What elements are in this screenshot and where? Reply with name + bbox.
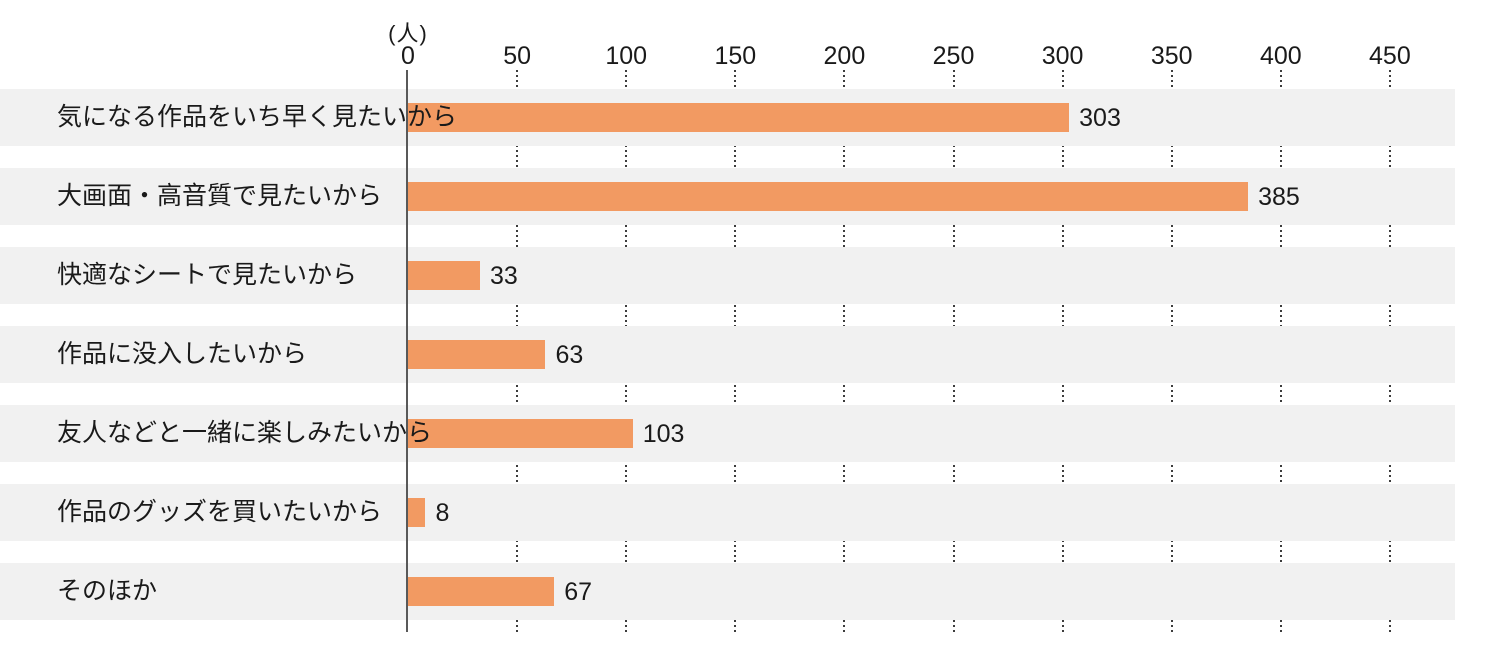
row-stripe (0, 563, 1455, 620)
row-stripe (0, 247, 1455, 304)
value-label: 33 (490, 262, 518, 290)
bar (408, 182, 1249, 211)
row-stripe (0, 326, 1455, 383)
bar (408, 498, 426, 527)
plot-area: 気になる作品をいち早く見たいから 303 大画面・高音質で見たいから 385 快… (0, 70, 1500, 632)
row-stripe (0, 484, 1455, 541)
category-label: 作品に没入したいから (57, 340, 308, 368)
x-tick-label: 150 (714, 42, 757, 70)
x-tick-label: 0 (401, 42, 415, 70)
x-tick-label: 450 (1369, 42, 1411, 70)
value-label: 67 (564, 578, 592, 606)
value-label: 8 (435, 499, 450, 527)
x-tick-label: 350 (1150, 42, 1193, 70)
x-tick-label: 250 (932, 42, 975, 70)
x-tick-label: 50 (503, 42, 531, 70)
category-label: そのほか (57, 577, 158, 605)
category-label: 快適なシートで見たいから (57, 261, 358, 289)
bar (408, 340, 546, 369)
value-label: 385 (1258, 183, 1300, 211)
category-label: 作品のグッズを買いたいから (57, 498, 383, 526)
y-axis-line (406, 70, 408, 632)
category-label: 大画面・高音質で見たいから (57, 182, 383, 210)
bar (408, 103, 1070, 132)
value-label: 63 (555, 341, 584, 369)
x-tick-label: 200 (823, 42, 866, 70)
axis-unit-label: (人) (388, 21, 428, 46)
row-stripe (0, 405, 1455, 462)
category-label: 気になる作品をいち早く見たいから (57, 103, 458, 131)
x-tick-label: 100 (605, 42, 648, 70)
value-label: 103 (642, 420, 685, 448)
bar (408, 261, 480, 290)
category-label: 友人などと一緒に楽しみたいから (57, 419, 433, 447)
bar (408, 577, 555, 606)
value-label: 303 (1079, 104, 1121, 132)
x-tick-label: 300 (1041, 42, 1084, 70)
x-tick-label: 400 (1259, 42, 1302, 70)
bar (408, 419, 633, 448)
